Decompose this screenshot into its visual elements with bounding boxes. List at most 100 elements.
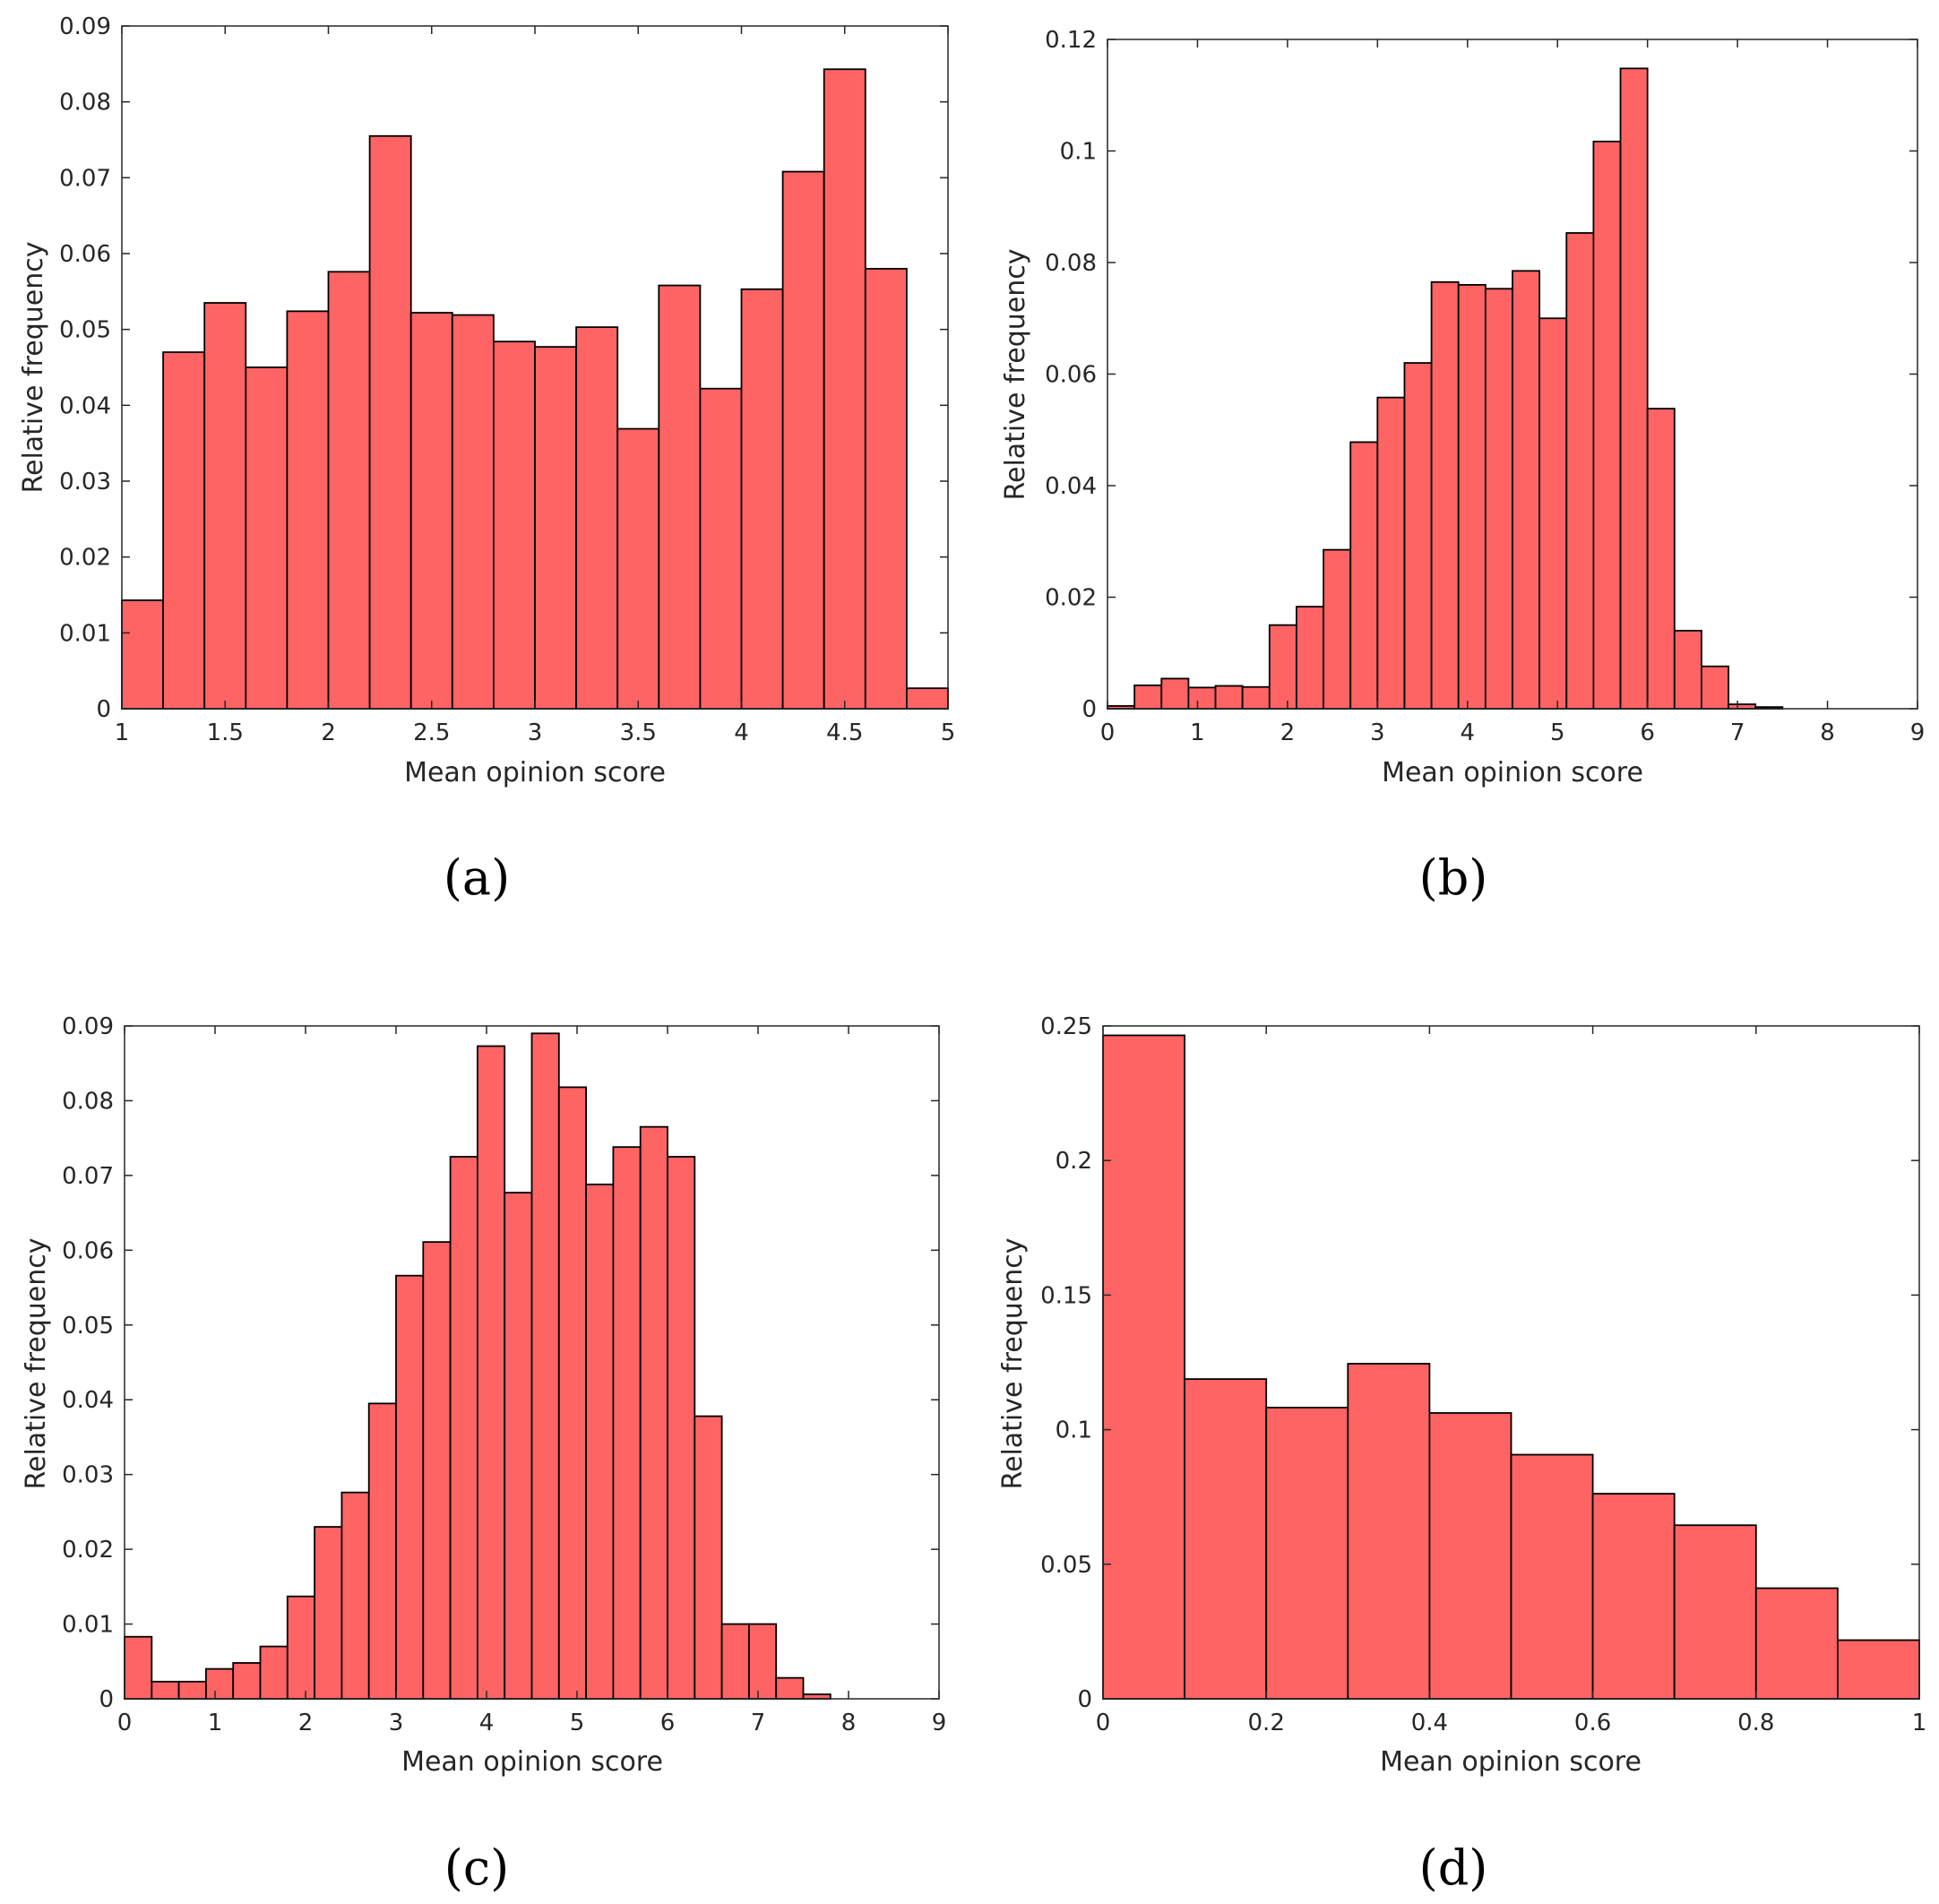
bar-a-12 (616, 427, 660, 710)
ticks-d: 0 0.2 0.4 0.6 0.8 1 0 0.05 0.1 0.15 0.2 0.25 (1040, 1013, 1926, 1736)
x-tick-label-b-9: 9 (1910, 719, 1926, 746)
bar-a-0 (121, 599, 164, 710)
x-tick-label-a-8: 5 (941, 719, 956, 746)
bar-c-8 (340, 1491, 370, 1700)
chart-panel-b: 0 1 2 3 4 5 6 7 8 9 0 0.02 0.04 0.06 0.08 0.1 0.12 Mean … (1000, 27, 1925, 906)
bar-c-7 (314, 1526, 343, 1700)
y-tick-label-a-4: 0.04 (59, 392, 111, 419)
bar-a-9 (493, 340, 536, 710)
y-tick-label-c-5: 0.05 (62, 1313, 114, 1340)
y-tick-label-d-2: 0.1 (1056, 1417, 1092, 1444)
bar-b-13 (1457, 283, 1487, 710)
x-tick-label-d-4: 0.8 (1737, 1710, 1774, 1736)
bar-a-1 (162, 351, 206, 710)
bar-b-15 (1512, 270, 1541, 710)
bar-a-18 (864, 268, 908, 710)
bar-c-11 (422, 1241, 452, 1700)
bar-c-4 (232, 1662, 262, 1700)
bar-c-13 (477, 1045, 506, 1700)
x-tick-label-d-2: 0.4 (1411, 1710, 1448, 1736)
x-tick-label-c-6: 6 (660, 1710, 676, 1736)
bar-c-0 (124, 1635, 153, 1700)
y-tick-label-b-5: 0.1 (1060, 139, 1097, 166)
x-tick-label-b-2: 2 (1280, 719, 1296, 746)
x-tick-label-b-0: 0 (1100, 719, 1116, 746)
bar-c-22 (720, 1623, 750, 1700)
x-tick-label-d-5: 1 (1912, 1710, 1927, 1736)
chart-panel-a: 1 1.5 2 2.5 3 3.5 4 4.5 5 0 0.01 0.02 0.03 0.04 0.05 0.… (18, 13, 955, 906)
y-tick-label-a-1: 0.01 (59, 620, 111, 647)
bar-b-12 (1430, 280, 1460, 710)
y-tick-label-c-7: 0.07 (62, 1163, 114, 1190)
bar-a-13 (658, 284, 702, 710)
y-tick-label-d-5: 0.25 (1040, 1013, 1092, 1040)
bar-c-17 (585, 1184, 615, 1700)
x-tick-label-d-1: 0.2 (1248, 1710, 1285, 1736)
y-tick-label-b-3: 0.06 (1045, 362, 1097, 389)
y-axis-label-b: Relative frequency (1000, 249, 1031, 501)
x-tick-label-c-7: 7 (751, 1710, 766, 1736)
bar-c-25 (802, 1693, 832, 1700)
x-tick-label-c-9: 9 (932, 1710, 947, 1736)
axes-box-d (1102, 1025, 1920, 1700)
bar-d-1 (1184, 1378, 1268, 1700)
bar-a-6 (368, 134, 412, 710)
bar-a-16 (781, 170, 825, 710)
bar-c-24 (775, 1676, 805, 1700)
panel-label-c: (c) (444, 1839, 509, 1896)
bar-b-4 (1214, 685, 1244, 710)
bar-d-7 (1673, 1524, 1757, 1700)
bar-d-8 (1754, 1587, 1839, 1700)
bar-c-5 (259, 1645, 289, 1700)
y-axis-label-c: Relative frequency (21, 1238, 52, 1490)
bar-a-14 (699, 387, 743, 710)
bar-b-7 (1296, 606, 1324, 710)
x-tick-label-b-5: 5 (1550, 719, 1565, 746)
bar-a-3 (245, 366, 289, 710)
y-tick-label-b-6: 0.12 (1045, 27, 1097, 54)
bar-d-4 (1428, 1412, 1512, 1700)
bar-b-2 (1160, 677, 1190, 710)
bar-b-16 (1538, 317, 1568, 710)
y-tick-label-a-0: 0 (96, 696, 111, 723)
bar-c-9 (367, 1402, 397, 1700)
bar-d-6 (1591, 1493, 1676, 1700)
bar-b-6 (1268, 624, 1297, 710)
y-tick-label-d-1: 0.05 (1040, 1552, 1092, 1579)
chart-panel-d: 0 0.2 0.4 0.6 0.8 1 0 0.05 0.1 0.15 0.2 0.25 Mean o… (997, 1013, 1926, 1896)
x-tick-label-a-6: 4 (734, 719, 749, 746)
ticks-a: 1 1.5 2 2.5 3 3.5 4 4.5 5 0 0.01 0.02 0.03 0.04 0.05 0.… (59, 13, 955, 746)
bar-c-20 (667, 1156, 696, 1700)
x-tick-label-a-1: 1.5 (207, 719, 244, 746)
bar-c-2 (177, 1680, 207, 1700)
x-tick-label-a-4: 3 (528, 719, 543, 746)
panel-label-d: (d) (1419, 1839, 1488, 1896)
bar-b-3 (1187, 686, 1217, 710)
x-tick-label-b-4: 4 (1461, 719, 1476, 746)
x-tick-label-b-1: 1 (1190, 719, 1205, 746)
bar-b-1 (1133, 684, 1163, 710)
bar-c-1 (151, 1680, 180, 1700)
x-tick-label-a-3: 2.5 (413, 719, 450, 746)
x-tick-label-c-1: 1 (208, 1710, 223, 1736)
chart-panel-c: 0 1 2 3 4 5 6 7 8 9 0 0.01 0.02 0.03 0.04 0.05 0.06 0.07 0… (21, 1013, 946, 1896)
bar-c-12 (449, 1156, 478, 1700)
bar-b-19 (1619, 67, 1649, 710)
bar-d-5 (1510, 1453, 1594, 1700)
y-tick-label-a-2: 0.02 (59, 545, 111, 572)
x-tick-label-b-8: 8 (1820, 719, 1835, 746)
x-tick-label-c-0: 0 (117, 1710, 133, 1736)
y-tick-label-d-3: 0.15 (1040, 1282, 1092, 1309)
x-tick-label-b-7: 7 (1730, 719, 1745, 746)
y-tick-label-c-6: 0.06 (62, 1237, 114, 1264)
x-tick-label-d-0: 0 (1096, 1710, 1111, 1736)
y-tick-label-a-7: 0.07 (59, 165, 111, 192)
bar-c-19 (639, 1125, 668, 1700)
bar-b-11 (1403, 362, 1433, 710)
bar-b-8 (1323, 548, 1352, 710)
axes-box-c (124, 1025, 940, 1700)
bar-a-19 (906, 687, 949, 710)
y-tick-label-a-3: 0.03 (59, 469, 111, 495)
bars-a (121, 68, 949, 710)
